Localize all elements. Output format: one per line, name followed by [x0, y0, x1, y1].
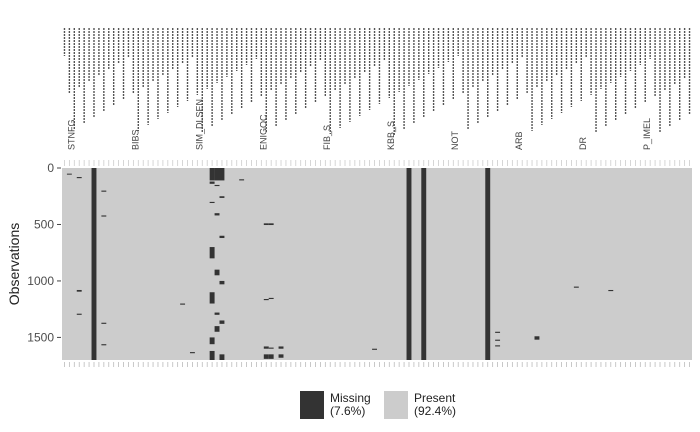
missing-cell	[91, 168, 97, 360]
missing-cell	[101, 190, 107, 192]
missing-cell	[278, 346, 284, 349]
missing-cell	[214, 168, 220, 181]
x-tick-label: ARB	[514, 131, 524, 150]
missing-cell	[268, 354, 274, 359]
missing-cell	[209, 350, 215, 360]
missing-cell	[209, 168, 215, 181]
missing-cell	[278, 354, 284, 358]
missing-cell	[209, 181, 215, 184]
missing-cell	[209, 201, 215, 204]
missing-cell	[101, 322, 107, 324]
y-tick-label: 500	[34, 217, 54, 231]
missing-cell	[608, 289, 614, 292]
missing-cell	[421, 168, 427, 360]
missing-cell	[268, 347, 274, 349]
x-axis-bottom-ticks	[64, 160, 690, 367]
legend-swatch-missing	[300, 391, 324, 419]
missing-cell	[495, 331, 501, 333]
missing-cell	[495, 339, 501, 341]
x-tick-label: KBB_S	[386, 121, 396, 150]
missing-cell	[214, 269, 220, 276]
missing-cell	[263, 299, 269, 301]
missing-cell	[209, 337, 215, 345]
missing-cell	[573, 286, 579, 288]
legend-present-pct: (92.4%)	[414, 404, 457, 418]
missing-cell	[219, 168, 225, 181]
x-tick-label: SIM_DLSEN	[194, 99, 204, 150]
missing-cell	[534, 336, 540, 340]
missing-cell	[219, 320, 225, 324]
x-tick-label: P_IMEL	[642, 118, 652, 150]
missing-cell	[180, 303, 186, 305]
missing-cell	[76, 313, 82, 315]
y-tick-label: 0	[47, 161, 54, 175]
missing-cell	[101, 215, 107, 217]
x-tick-label: BIBS	[130, 129, 140, 150]
missing-cell	[76, 177, 82, 179]
missing-cell	[406, 168, 412, 360]
missing-cell	[214, 326, 220, 332]
x-tick-label: NOT	[450, 131, 460, 151]
missing-cell	[372, 348, 377, 350]
legend: Missing (7.6%) Present (92.4%)	[300, 390, 500, 422]
missing-cell	[219, 235, 225, 239]
missing-cell	[189, 352, 195, 354]
missing-cell	[263, 223, 269, 226]
legend-missing-label: Missing	[330, 391, 371, 405]
y-tick-label: 1500	[27, 330, 54, 344]
missing-cell	[495, 345, 501, 347]
missing-cell	[76, 289, 82, 292]
missing-cell	[219, 280, 225, 285]
missing-cell	[219, 196, 225, 198]
missing-cell	[214, 213, 220, 216]
missing-cell	[263, 346, 269, 349]
missingness-cells	[66, 168, 614, 360]
x-axis-tick-labels: STNFG BIBS SIM_DLSEN ENIGOC FIB_S KBB_S NOT ARB…	[63, 28, 691, 151]
plot-area	[62, 168, 692, 360]
legend-label-present: Present (92.4%)	[414, 392, 456, 418]
y-axis-title: Observations	[6, 223, 22, 305]
legend-label-missing: Missing (7.6%)	[330, 392, 371, 418]
missing-cell	[263, 354, 269, 359]
missing-cell	[268, 223, 274, 226]
legend-swatch-present	[384, 391, 408, 419]
y-axis: 0 500 1000 1500	[27, 161, 61, 344]
missing-cell	[66, 173, 72, 175]
missing-cell	[209, 247, 215, 259]
legend-missing-pct: (7.6%)	[330, 404, 366, 418]
x-tick-label: DR	[578, 137, 588, 150]
x-tick-label: STNFG	[66, 120, 76, 151]
missing-cell	[268, 297, 274, 300]
missing-cell	[485, 168, 491, 360]
missing-cell	[219, 354, 225, 360]
missing-cell	[239, 179, 245, 181]
missing-cell	[214, 184, 220, 187]
missing-cell	[101, 344, 107, 346]
missing-cell	[214, 312, 220, 315]
x-tick-label: ENIGOC	[258, 114, 268, 150]
y-tick-label: 1000	[27, 274, 54, 288]
legend-present-label: Present	[414, 391, 456, 405]
x-tick-label: FIB_S	[322, 125, 332, 150]
missing-cell	[209, 292, 215, 304]
